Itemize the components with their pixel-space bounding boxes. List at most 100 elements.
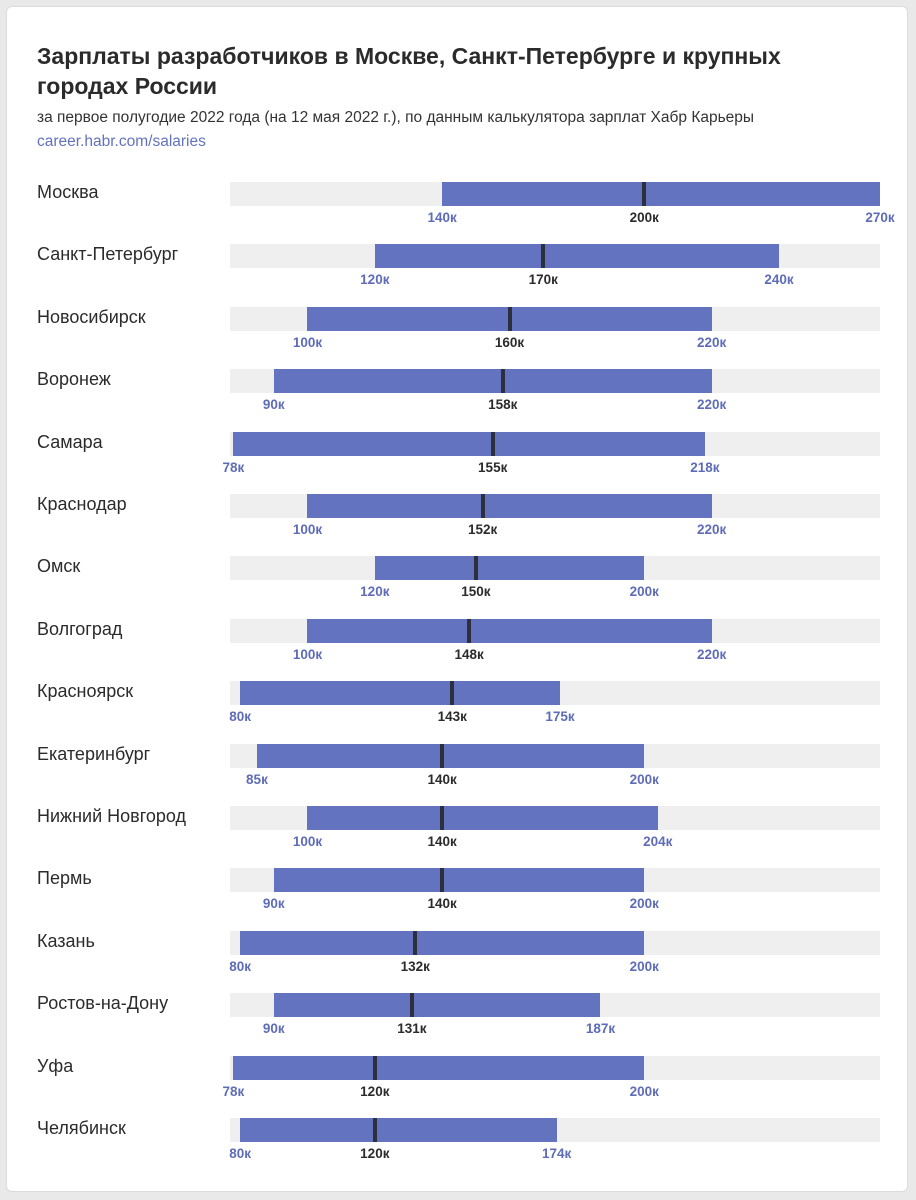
city-label: Самара [37,431,103,452]
bar-track [230,618,880,643]
chart-row: Краснодар 100к 152к 220к [7,489,909,551]
median-salary-label: 148к [454,646,484,662]
chart-row: Волгоград 100к 148к 220к [7,614,909,676]
salary-range-bar [374,556,645,581]
median-marker [541,244,546,269]
min-salary-label: 90к [262,397,285,413]
median-salary-label: 120к [360,1146,390,1161]
chart-row: Пермь 90к 140к 200к [7,863,909,925]
chart-row: Воронеж 90к 158к 220к [7,364,909,426]
median-marker [500,369,505,394]
median-marker [507,306,512,331]
chart-row: Москва 140к 200к 270к [7,177,909,239]
median-salary-label: 131к [397,1021,427,1037]
city-label: Омск [37,556,81,577]
bar-track [230,244,880,269]
bar-track [230,431,880,456]
max-salary-label: 220к [696,334,727,350]
median-salary-label: 140к [427,896,457,912]
city-label: Екатеринбург [37,743,151,764]
chart-subtitle: за первое полугодие 2022 года (на 12 мая… [37,109,755,126]
median-salary-label: 150к [461,584,491,600]
min-salary-label: 78к [222,1083,245,1099]
min-salary-label: 90к [262,1021,285,1037]
salary-range-bar [273,993,601,1018]
min-salary-label: 80к [229,958,251,974]
bar-track [230,1055,880,1080]
chart-row: Уфа 78к 120к 200к [7,1051,909,1113]
city-label: Ростов-на-Дону [37,993,169,1014]
city-label: Пермь [37,868,92,889]
median-marker [409,993,414,1018]
max-salary-label: 220к [696,646,727,662]
city-label: Казань [37,930,95,951]
source-link[interactable]: career.habr.com/salaries [37,133,206,150]
median-marker [372,1055,377,1080]
chart-row: Казань 80к 132к 200к [7,926,909,988]
city-label: Новосибирск [37,306,146,327]
max-salary-label: 200к [629,771,659,787]
city-label: Нижний Новгород [37,806,187,826]
median-salary-label: 158к [488,397,518,413]
bar-track [230,1118,880,1142]
city-label: Красноярск [37,681,134,702]
median-salary-label: 170к [528,272,558,288]
salary-range-bar [256,743,645,768]
bar-track [230,369,880,394]
chart-row: Санкт-Петербург 120к 170к 240к [7,239,909,301]
chart-row: Самара 78к 155к 218к [7,427,909,489]
bar-track [230,993,880,1018]
city-label: Воронеж [37,369,111,390]
max-salary-label: 200к [629,896,659,912]
median-marker [642,182,647,206]
salary-range-bar [307,494,712,518]
salary-range-bar [240,930,645,955]
median-marker [473,556,478,581]
bar-track [230,868,880,893]
max-salary-label: 175к [545,709,575,725]
chart-row: Челябинск 80к 120к 174к [7,1113,909,1175]
city-label: Санкт-Петербург [37,244,179,265]
median-salary-label: 140к [427,834,457,849]
median-salary-label: 152к [467,522,498,537]
city-label: Краснодар [37,494,127,514]
salary-range-chart: Москва 140к 200к 270к Санкт-Петербург 120к 170… [7,7,909,1193]
chart-row: Нижний Новгород 100к 140к 204к [7,801,909,863]
salary-range-bar [374,244,779,269]
min-salary-label: 100к [292,334,323,350]
min-salary-label: 100к [292,646,323,662]
chart-row: Екатеринбург 85к 140к 200к [7,739,909,801]
city-label: Челябинск [37,1118,126,1138]
salary-range-bar [442,182,880,206]
salary-range-bar [240,681,561,706]
chart-row: Ростов-на-Дону 90к 131к 187к [7,988,909,1050]
bar-track [230,806,880,830]
salary-range-bar [233,431,705,456]
median-salary-label: 160к [494,334,525,350]
max-salary-label: 218к [690,459,720,475]
median-marker [467,618,472,643]
bar-track [230,306,880,331]
median-salary-label: 155к [478,459,508,475]
bar-track [230,681,880,706]
salary-range-bar [233,1055,645,1080]
min-salary-label: 90к [262,896,285,912]
median-salary-label: 120к [360,1083,390,1099]
min-salary-label: 80к [229,1146,251,1161]
bar-track [230,743,880,768]
max-salary-label: 174к [542,1146,572,1161]
min-salary-label: 80к [229,709,251,725]
median-marker [440,743,445,768]
city-label: Уфа [37,1055,74,1076]
median-salary-label: 132к [400,958,430,974]
max-salary-label: 204к [643,834,673,849]
salary-range-bar [273,868,645,893]
max-salary-label: 200к [629,1083,659,1099]
city-label: Волгоград [37,618,123,639]
bar-track [230,556,880,581]
median-marker [450,681,455,706]
median-marker [480,494,485,518]
salary-range-bar [307,618,712,643]
salary-range-bar [240,1118,557,1142]
median-salary-label: 140к [427,771,457,787]
